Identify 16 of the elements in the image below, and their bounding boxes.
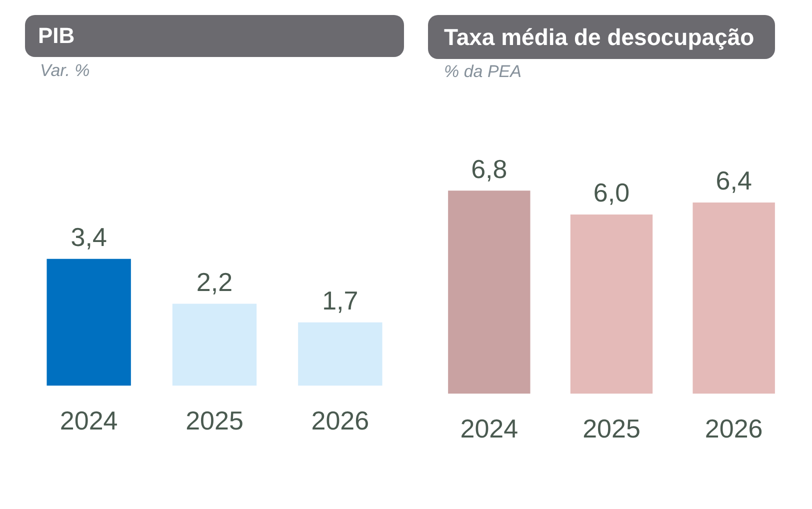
- data-label: 3,4: [70, 222, 107, 252]
- x-tick-label: 2026: [704, 414, 763, 444]
- x-tick-label: 2024: [460, 414, 518, 444]
- data-label: 1,7: [322, 286, 358, 316]
- data-label: 2,2: [196, 266, 233, 297]
- data-label: 6,0: [593, 178, 630, 208]
- chart-title: Taxa média de desocupação: [428, 15, 775, 59]
- x-tick-label: 2024: [60, 406, 118, 436]
- chart-subtitle: % da PEA: [444, 62, 522, 82]
- chart-title: PIB: [25, 15, 404, 57]
- data-label: 6,8: [471, 154, 508, 184]
- data-label: 6,4: [716, 166, 752, 196]
- chart-subtitle: Var. %: [40, 61, 90, 81]
- x-tick-label: 2025: [186, 406, 244, 436]
- x-tick-label: 2025: [582, 414, 640, 444]
- x-tick-label: 2026: [311, 406, 370, 436]
